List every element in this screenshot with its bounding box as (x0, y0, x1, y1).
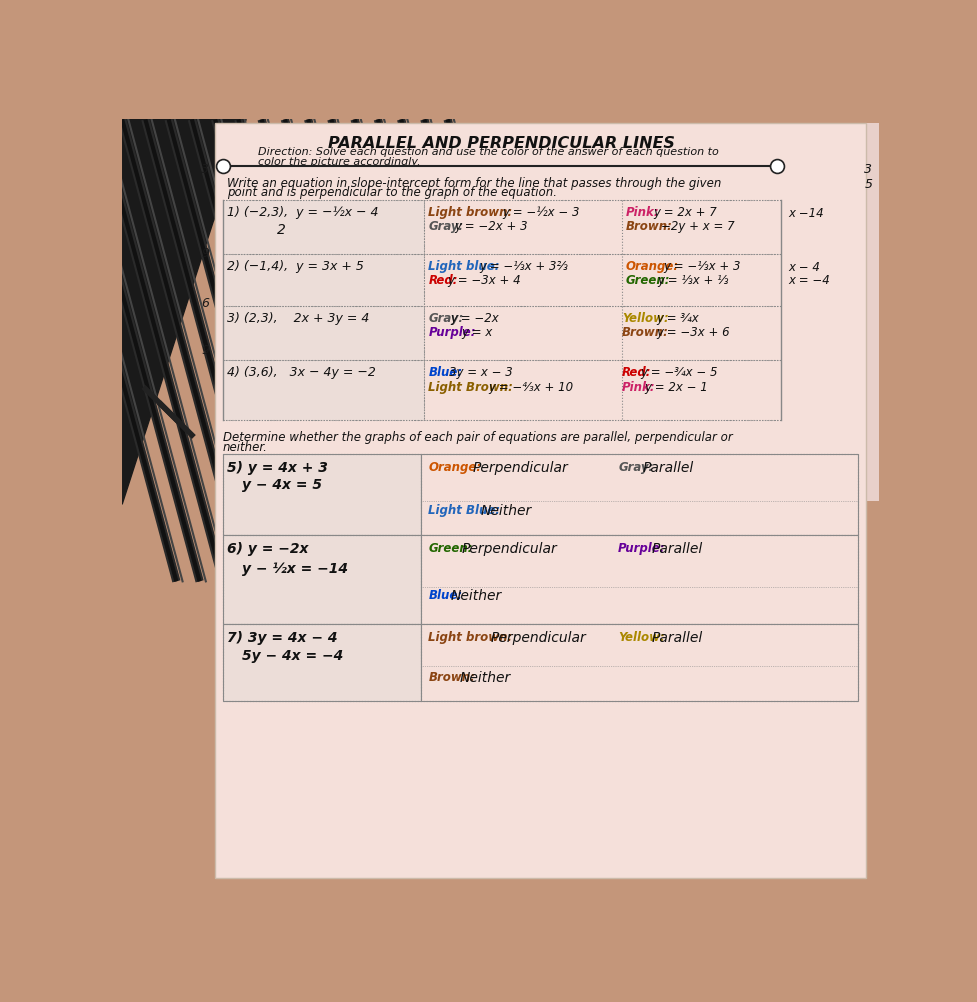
Text: 7) 3y = 4x − 4: 7) 3y = 4x − 4 (227, 630, 337, 644)
FancyBboxPatch shape (420, 455, 859, 536)
Text: Orange:: Orange: (428, 461, 482, 474)
Text: Pink:: Pink: (626, 205, 659, 218)
Text: 6: 6 (201, 298, 209, 311)
Text: −2y + x = 7: −2y + x = 7 (660, 219, 735, 232)
FancyBboxPatch shape (223, 624, 420, 701)
Text: Parallel: Parallel (652, 542, 702, 556)
FancyBboxPatch shape (223, 308, 424, 361)
Text: Green:: Green: (428, 542, 473, 555)
Text: Yellow:: Yellow: (622, 312, 668, 325)
Text: 3: 3 (201, 162, 209, 175)
Text: x −14: x −14 (788, 207, 825, 220)
Text: Blue:: Blue: (428, 366, 462, 379)
Text: y = −½x − 3: y = −½x − 3 (502, 205, 579, 218)
Text: Write an equation in slope-intercept form for the line that passes through the g: Write an equation in slope-intercept for… (227, 176, 721, 189)
Text: y = −⅓x + 3: y = −⅓x + 3 (663, 260, 741, 273)
Text: 3y = x − 3: 3y = x − 3 (449, 366, 513, 379)
Circle shape (772, 161, 783, 171)
Text: Brown:: Brown: (428, 670, 475, 683)
FancyBboxPatch shape (424, 255, 781, 308)
Text: Perpendicular: Perpendicular (461, 542, 557, 556)
Text: Parallel: Parallel (643, 461, 695, 475)
FancyBboxPatch shape (215, 124, 867, 878)
Text: y − ½x = −14: y − ½x = −14 (242, 562, 348, 576)
Text: Neither: Neither (460, 670, 511, 684)
FancyBboxPatch shape (223, 201, 424, 255)
FancyBboxPatch shape (420, 536, 859, 624)
Circle shape (218, 161, 229, 171)
Text: 3: 3 (865, 162, 872, 175)
Text: Determine whether the graphs of each pair of equations are parallel, perpendicul: Determine whether the graphs of each pai… (223, 430, 733, 443)
FancyBboxPatch shape (424, 201, 781, 255)
Text: Purple:: Purple: (428, 326, 476, 339)
Text: y − 4x = 5: y − 4x = 5 (242, 478, 322, 492)
Text: y = ⅓x + ⅓: y = ⅓x + ⅓ (658, 274, 729, 287)
Text: 2: 2 (277, 222, 286, 236)
Text: Light brown:: Light brown: (428, 630, 513, 643)
Polygon shape (122, 120, 246, 505)
Text: 9: 9 (201, 247, 209, 261)
Text: Light brown:: Light brown: (428, 205, 513, 218)
Text: 2) (−1,4),  y = 3x + 5: 2) (−1,4), y = 3x + 5 (227, 260, 363, 273)
Text: Gray:: Gray: (428, 312, 463, 325)
Text: color the picture accordingly.: color the picture accordingly. (258, 156, 420, 166)
Text: 9: 9 (201, 344, 209, 357)
FancyBboxPatch shape (223, 536, 420, 624)
FancyBboxPatch shape (424, 361, 781, 421)
Text: y = −⅓x + 3⅔: y = −⅓x + 3⅔ (480, 260, 569, 273)
Text: Red:: Red: (622, 366, 652, 379)
FancyBboxPatch shape (424, 308, 781, 361)
Text: 6) y = −2x: 6) y = −2x (227, 542, 309, 556)
Text: 1) (−2,3),  y = −½x − 4: 1) (−2,3), y = −½x − 4 (227, 205, 378, 218)
Text: Perpendicular: Perpendicular (491, 630, 587, 644)
Text: Perpendicular: Perpendicular (473, 461, 569, 475)
Text: Green:: Green: (626, 274, 670, 287)
Text: PARALLEL AND PERPENDICULAR LINES: PARALLEL AND PERPENDICULAR LINES (328, 135, 675, 150)
Text: Gray:: Gray: (618, 461, 654, 474)
Text: 5) y = 4x + 3: 5) y = 4x + 3 (227, 461, 327, 475)
FancyBboxPatch shape (223, 255, 424, 308)
Text: y = −3x + 4: y = −3x + 4 (447, 274, 522, 287)
Text: x = −4: x = −4 (788, 274, 830, 287)
Text: y = x: y = x (461, 326, 493, 339)
Text: point and is perpendicular to the graph of the equation.: point and is perpendicular to the graph … (227, 185, 557, 198)
Text: neither.: neither. (223, 440, 268, 453)
FancyBboxPatch shape (223, 174, 773, 201)
Text: 5: 5 (865, 178, 872, 191)
Text: Purple:: Purple: (618, 542, 665, 555)
Text: y = −⁴⁄₃x + 10: y = −⁴⁄₃x + 10 (488, 381, 573, 394)
Text: Light Brown:: Light Brown: (428, 381, 513, 394)
Text: y = 2x − 1: y = 2x − 1 (645, 381, 708, 394)
Text: y = −3x + 6: y = −3x + 6 (657, 326, 730, 339)
Text: Blue:: Blue: (428, 588, 462, 601)
Text: y = 2x + 7: y = 2x + 7 (653, 205, 717, 218)
Text: Neither: Neither (450, 588, 502, 602)
Text: Gray:: Gray: (428, 219, 463, 232)
Text: Light Blue:: Light Blue: (428, 503, 500, 516)
Text: Neither: Neither (480, 503, 531, 517)
FancyBboxPatch shape (867, 124, 879, 501)
Text: Light blue:: Light blue: (428, 260, 500, 273)
Text: y = −2x + 3: y = −2x + 3 (454, 219, 528, 232)
FancyBboxPatch shape (223, 361, 424, 421)
Text: y = −¾x − 5: y = −¾x − 5 (641, 366, 718, 379)
Text: y = −2x: y = −2x (450, 312, 499, 325)
Text: Orange:: Orange: (626, 260, 679, 273)
FancyBboxPatch shape (223, 455, 420, 536)
Text: Brown:: Brown: (626, 219, 673, 232)
FancyBboxPatch shape (420, 624, 859, 701)
Text: 5y − 4x = −4: 5y − 4x = −4 (242, 648, 344, 662)
Text: 4) (3,6),   3x − 4y = −2: 4) (3,6), 3x − 4y = −2 (227, 366, 375, 379)
Text: Parallel: Parallel (652, 630, 702, 644)
Text: Direction: Solve each question and use the color of the answer of each question : Direction: Solve each question and use t… (258, 147, 718, 157)
Text: y = ¾x: y = ¾x (657, 312, 699, 325)
Text: x − 4: x − 4 (788, 261, 821, 274)
Text: 6: 6 (201, 201, 209, 214)
Text: 3) (2,3),    2x + 3y = 4: 3) (2,3), 2x + 3y = 4 (227, 312, 369, 325)
Text: Brown:: Brown: (622, 326, 669, 339)
Text: Pink:: Pink: (622, 381, 656, 394)
Text: Yellow:: Yellow: (618, 630, 665, 643)
Text: Red:: Red: (428, 274, 458, 287)
